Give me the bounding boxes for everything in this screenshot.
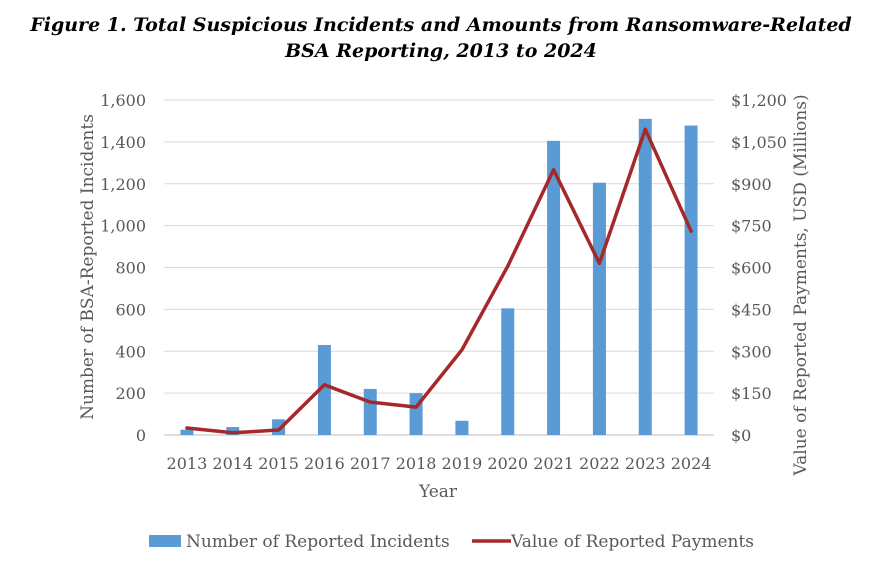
y-tick-label-right: $900	[731, 175, 772, 194]
y-tick-label-left: 1,400	[100, 133, 146, 152]
bar	[180, 429, 194, 435]
y-tick-label-right: $1,050	[731, 133, 787, 152]
y-tick-label-right: $150	[731, 384, 772, 403]
y-tick-label-left: 1,200	[100, 175, 146, 194]
x-tick-label: 2024	[671, 454, 712, 473]
x-axis-ticks: 2013 2014 2015 2016 2017 2018 2019 2020 2021 2022…	[167, 454, 712, 473]
x-tick-label: 2017	[350, 454, 391, 473]
bar	[363, 388, 377, 435]
left-axis-label: Number of BSA-Reported Incidents	[78, 114, 98, 420]
right-axis-ticks: $0 $150 $300 $450 $600 $750 $900 $1,050 $1,200	[731, 91, 787, 445]
x-tick-label: 2013	[167, 454, 208, 473]
y-tick-label-left: 0	[136, 426, 146, 445]
y-tick-label-right: $600	[731, 259, 772, 278]
y-tick-label-right: $0	[731, 426, 751, 445]
x-axis-label: Year	[418, 482, 458, 502]
chart-title-line-1: Figure 1. Total Suspicious Incidents and…	[30, 14, 852, 36]
x-tick-label: 2016	[304, 454, 345, 473]
x-tick-label: 2023	[625, 454, 666, 473]
y-tick-label-left: 800	[115, 259, 146, 278]
y-tick-label-left: 1,000	[100, 217, 146, 236]
bar	[455, 420, 469, 435]
x-tick-label: 2014	[212, 454, 253, 473]
y-tick-label-right: $1,200	[731, 91, 787, 110]
y-tick-label-left: 400	[115, 342, 146, 361]
bar	[638, 118, 652, 435]
x-tick-label: 2019	[442, 454, 483, 473]
y-tick-label-left: 1,600	[100, 91, 146, 110]
x-tick-label: 2022	[579, 454, 620, 473]
payments-line	[185, 127, 693, 435]
right-axis-label: Value of Reported Payments, USD (Million…	[791, 94, 811, 476]
bar	[501, 308, 515, 435]
bar	[592, 182, 606, 435]
legend-label-incidents: Number of Reported Incidents	[186, 532, 450, 552]
x-tick-label: 2021	[533, 454, 574, 473]
legend-label-payments: Value of Reported Payments	[510, 532, 754, 552]
line-series	[185, 127, 693, 435]
chart-title-line-2: BSA Reporting, 2013 to 2024	[285, 40, 597, 62]
gridlines	[164, 99, 714, 436]
y-tick-label-right: $450	[731, 300, 772, 319]
y-tick-label-left: 200	[115, 384, 146, 403]
legend-swatch-incidents	[149, 535, 181, 547]
y-tick-label-right: $300	[731, 342, 772, 361]
y-tick-label-right: $750	[731, 217, 772, 236]
bar	[547, 140, 561, 435]
y-tick-label-left: 600	[115, 300, 146, 319]
x-tick-label: 2018	[396, 454, 437, 473]
bar	[684, 125, 698, 435]
legend: Number of Reported Incidents Value of Re…	[149, 532, 754, 552]
bar-series	[180, 118, 698, 435]
x-tick-label: 2015	[258, 454, 299, 473]
bar	[317, 344, 331, 435]
chart-title: Figure 1. Total Suspicious Incidents and…	[0, 12, 882, 64]
bar	[226, 427, 240, 435]
left-axis-ticks: 0 200 400 600 800 1,000 1,200 1,400 1,600	[100, 91, 146, 445]
x-tick-label: 2020	[487, 454, 528, 473]
